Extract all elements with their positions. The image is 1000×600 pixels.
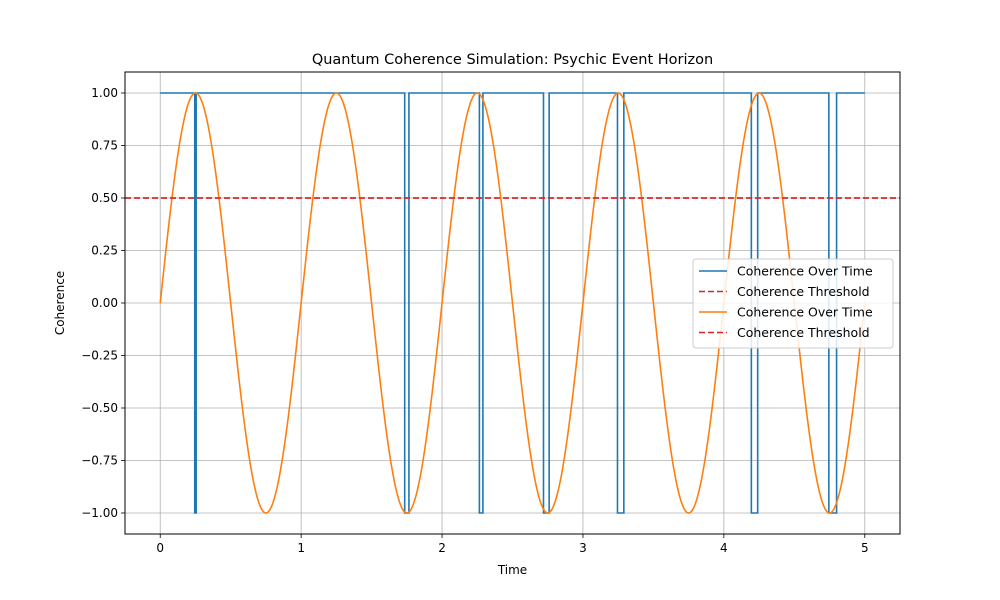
y-tick-label: 0.75 (91, 139, 118, 153)
x-tick-label: 2 (438, 541, 446, 555)
legend-label: Coherence Over Time (737, 305, 873, 320)
legend: Coherence Over Time Coherence Threshold Co… (692, 258, 894, 349)
x-tick-label: 5 (861, 541, 869, 555)
plot-area (125, 92, 900, 514)
series-3-line (159, 92, 866, 514)
legend-label: Coherence Threshold (737, 284, 870, 299)
x-axis-label: Time (497, 563, 527, 577)
y-tick-label: 0.50 (91, 191, 118, 205)
x-tick-label: 3 (579, 541, 587, 555)
y-tick-label: 0.25 (91, 244, 118, 258)
chart-title: Quantum Coherence Simulation: Psychic Ev… (312, 52, 713, 68)
ticks: 0 1 2 3 4 5 −1.00 −0.75 −0.50 −0.25 0.00 0.25 0.50 0.… (81, 86, 868, 555)
legend-box (692, 258, 894, 349)
y-tick-label: −0.75 (81, 454, 118, 468)
legend-label: Coherence Over Time (737, 264, 873, 279)
y-tick-label: −0.25 (81, 349, 118, 363)
x-tick-label: 4 (720, 541, 728, 555)
legend-label: Coherence Threshold (737, 325, 870, 340)
y-tick-label: −0.50 (81, 401, 118, 415)
x-tick-label: 1 (297, 541, 305, 555)
y-tick-label: 0.00 (91, 296, 118, 310)
y-axis-label: Coherence (53, 271, 67, 335)
x-tick-label: 0 (156, 541, 164, 555)
y-tick-label: −1.00 (81, 506, 118, 520)
y-tick-label: 1.00 (91, 86, 118, 100)
